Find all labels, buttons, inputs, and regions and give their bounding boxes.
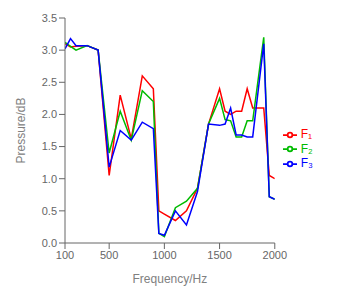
html-text:F₁: F₁ (300, 126, 313, 141)
svg-text:1500: 1500 (207, 249, 231, 261)
svg-text:3.5: 3.5 (42, 12, 57, 24)
html-text:F₂: F₂ (300, 141, 313, 156)
svg-text:100: 100 (56, 249, 74, 261)
svg-text:0.0: 0.0 (42, 237, 57, 249)
svg-text:1.5: 1.5 (42, 140, 57, 152)
svg-text:1000: 1000 (152, 249, 176, 261)
html-text:F₃: F₃ (300, 156, 313, 171)
svg-text:3.0: 3.0 (42, 44, 57, 56)
svg-text:0.5: 0.5 (42, 205, 57, 217)
svg-text:1.0: 1.0 (42, 173, 57, 185)
svg-text:500: 500 (100, 249, 118, 261)
svg-text:Frequency/Hz: Frequency/Hz (133, 272, 208, 286)
svg-text:2000: 2000 (263, 249, 287, 261)
svg-text:Pressure/dB: Pressure/dB (14, 97, 28, 163)
svg-text:2.0: 2.0 (42, 108, 57, 120)
svg-text:2.5: 2.5 (42, 76, 57, 88)
